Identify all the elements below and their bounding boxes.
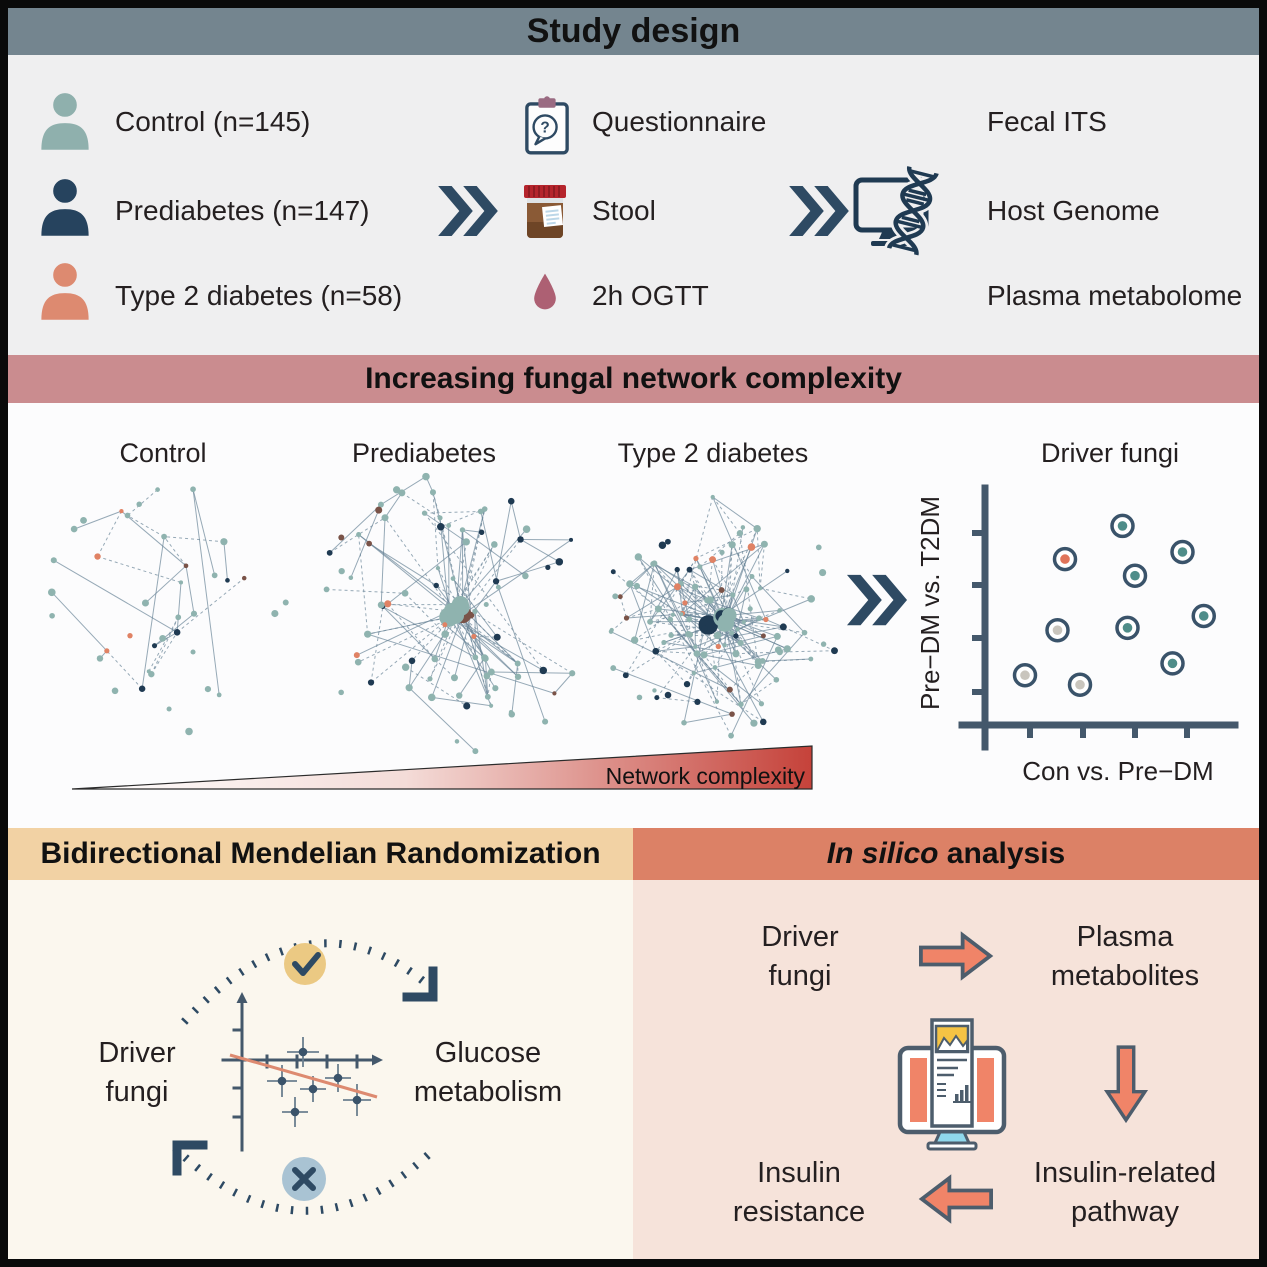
- check-badge: [284, 943, 326, 985]
- gradient-label: Network complexity: [606, 763, 806, 789]
- sample-label-stool: Stool: [592, 195, 656, 226]
- sample-label-questionnaire: Questionnaire: [592, 106, 767, 137]
- chevron-right-icon: [846, 574, 908, 626]
- arrow-left-icon: [918, 1174, 993, 1224]
- network-plot-prediabetes: [323, 472, 576, 755]
- group-label-prediabetes: Prediabetes (n=147): [115, 195, 370, 226]
- mr-outcome-label: Glucose metabolism: [413, 1037, 563, 1108]
- insilico-resistance-label: Insulin resistance: [732, 1157, 866, 1228]
- network-title-prediabetes: Prediabetes: [351, 438, 497, 468]
- insilico-metabolites-label: Plasma metabolites: [1050, 921, 1200, 992]
- insilico-title-italic: In silico: [826, 837, 939, 870]
- mr-data-points: [229, 1037, 378, 1127]
- forward-arrowhead: [402, 966, 438, 1002]
- readout-label-fecal-its: Fecal ITS: [987, 106, 1107, 137]
- mr-arrows-diagram: [172, 939, 438, 1215]
- questionnaire-icon: ?: [525, 96, 569, 155]
- chevron-right-icon: [789, 185, 849, 237]
- sample-label-ogtt: 2h OGTT: [592, 280, 709, 311]
- arrow-right-icon: [919, 931, 994, 981]
- insilico-section-header: In silico analysis: [633, 828, 1259, 880]
- analysis-monitor-icon: [897, 1018, 1007, 1151]
- network-title-control: Control: [119, 438, 207, 468]
- scatter-ylabel: Pre−DM vs. T2DM: [915, 495, 945, 711]
- insilico-pathway-label: Insulin-related pathway: [1033, 1157, 1217, 1228]
- svg-text:?: ?: [540, 120, 549, 137]
- mr-section-body: [8, 880, 633, 1259]
- network-section-header: Increasing fungal network complexity: [8, 355, 1259, 403]
- computer-dna-icon: [853, 165, 942, 257]
- mr-exposure-label: Driver fungi: [98, 1037, 176, 1108]
- person-icon-t2d: [41, 260, 89, 320]
- insilico-title-rest: analysis: [938, 837, 1066, 870]
- person-icon-prediabetes: [41, 176, 89, 236]
- driver-fungi-scatter: [958, 484, 1239, 751]
- cross-icon: [292, 1167, 316, 1191]
- scatter-xlabel: Con vs. Pre−DM: [1022, 756, 1214, 786]
- network-title-t2d: Type 2 diabetes: [617, 438, 809, 468]
- chevron-right-icon: [438, 185, 498, 237]
- readout-label-host-genome: Host Genome: [987, 195, 1160, 226]
- blood-drop-icon: [534, 273, 556, 310]
- scatter-points: [1012, 513, 1216, 697]
- network-complexity-gradient: Network complexity: [71, 745, 813, 790]
- readout-label-plasma-metabolome: Plasma metabolome: [987, 280, 1243, 311]
- check-icon: [292, 952, 321, 976]
- forward-arc: [181, 939, 431, 1025]
- group-label-control: Control (n=145): [115, 106, 311, 137]
- study-design-body: [8, 55, 1259, 355]
- network-plot-control: [48, 486, 289, 736]
- arrow-down-icon: [1103, 1045, 1149, 1124]
- person-icon-control: [41, 90, 89, 150]
- insilico-driver-label: Driver fungi: [761, 921, 839, 992]
- scatter-title-driver-fungi: Driver fungi: [1040, 438, 1180, 468]
- reverse-arrowhead: [172, 1140, 208, 1176]
- network-plot-t2d: [608, 494, 838, 739]
- mr-scatter-plot: [221, 992, 383, 1152]
- mr-section-header: Bidirectional Mendelian Randomization: [8, 828, 633, 880]
- group-label-t2d: Type 2 diabetes (n=58): [115, 280, 403, 311]
- stool-jar-icon: [524, 185, 566, 238]
- study-design-header: Study design: [8, 8, 1259, 55]
